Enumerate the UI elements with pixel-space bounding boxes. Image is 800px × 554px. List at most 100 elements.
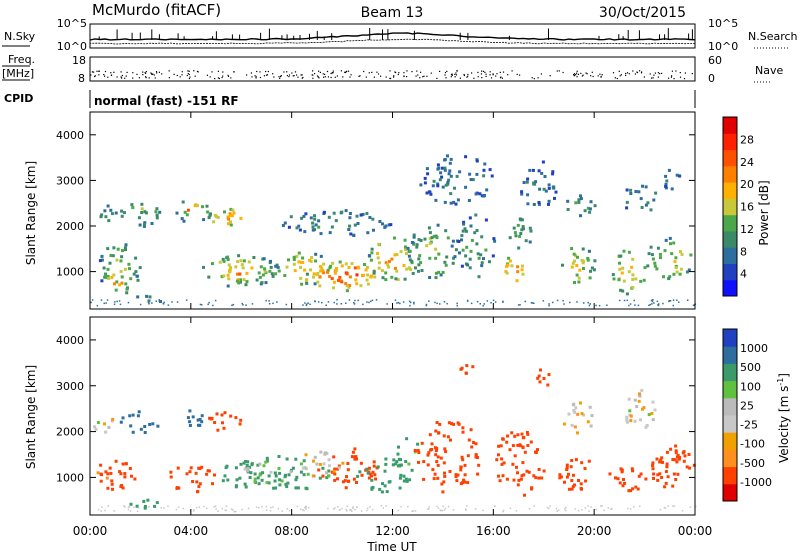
heatmap-cell	[366, 507, 369, 510]
heatmap-cell	[378, 220, 382, 223]
heatmap-cell	[225, 509, 227, 511]
y-tick-label: 2000	[56, 426, 84, 439]
heatmap-cell	[163, 507, 165, 509]
freq-dot	[334, 76, 336, 78]
freq-dot	[394, 71, 396, 73]
heatmap-cell	[685, 465, 689, 469]
freq-panel: Freq. [MHz] 18 8 60 0 Nave	[2, 53, 783, 85]
heatmap-cell	[420, 269, 424, 272]
heatmap-cell	[528, 226, 532, 230]
heatmap-cell	[667, 168, 671, 172]
heatmap-cell	[476, 472, 480, 476]
heatmap-cell	[552, 186, 556, 190]
heatmap-cell	[127, 262, 131, 266]
heatmap-cell	[239, 278, 242, 282]
freq-dot	[103, 74, 105, 76]
heatmap-cell	[350, 455, 354, 459]
freq-dot	[297, 76, 299, 78]
heatmap-cell	[107, 505, 110, 507]
heatmap-cell	[118, 470, 122, 474]
freq-dot	[576, 76, 578, 78]
heatmap-cell	[109, 208, 113, 212]
heatmap-cell	[305, 487, 309, 491]
heatmap-cell	[447, 421, 451, 425]
heatmap-cell	[261, 505, 263, 508]
heatmap-cell	[365, 467, 369, 471]
heatmap-cell	[354, 299, 356, 302]
heatmap-cell	[570, 247, 574, 250]
heatmap-cell	[257, 482, 261, 486]
heatmap-cell	[534, 476, 538, 480]
heatmap-cell	[652, 299, 654, 301]
power-colorbar-frame	[722, 116, 738, 297]
heatmap-cell	[372, 508, 374, 511]
heatmap-cell	[672, 472, 676, 476]
heatmap-cell	[99, 463, 103, 467]
freq-dot	[576, 72, 578, 74]
heatmap-cell	[519, 218, 523, 222]
heatmap-cell	[377, 261, 381, 265]
heatmap-cell	[249, 471, 253, 475]
heatmap-cell	[569, 301, 571, 304]
heatmap-cell	[347, 228, 351, 231]
heatmap-cell	[627, 397, 631, 401]
freq-dot	[254, 75, 256, 77]
freq-dot	[422, 76, 424, 78]
heatmap-cell	[410, 241, 414, 244]
heatmap-cell	[263, 267, 267, 271]
heatmap-cell	[687, 453, 691, 456]
heatmap-cell	[651, 467, 655, 471]
heatmap-cell	[641, 407, 644, 411]
heatmap-cell	[436, 505, 438, 508]
power-colorbar-swatch	[723, 117, 737, 134]
heatmap-cell	[239, 280, 242, 284]
x-tick-label: 08:00	[274, 524, 309, 538]
freq-dot	[636, 71, 638, 73]
heatmap-cell	[563, 422, 566, 426]
heatmap-cell	[106, 267, 110, 271]
freq-dot	[385, 76, 387, 78]
freq-dot	[288, 74, 291, 76]
heatmap-cell	[463, 463, 467, 467]
heatmap-cell	[122, 211, 126, 215]
heatmap-cell	[461, 426, 465, 430]
heatmap-cell	[434, 256, 438, 260]
heatmap-cell	[553, 196, 556, 200]
heatmap-cell	[439, 303, 441, 305]
freq-tick-bottom: 8	[78, 72, 85, 85]
heatmap-cell	[360, 473, 364, 477]
heatmap-cell	[345, 289, 349, 293]
heatmap-cell	[215, 412, 219, 416]
heatmap-cell	[412, 510, 415, 512]
heatmap-cell	[201, 205, 204, 209]
heatmap-cell	[630, 467, 634, 471]
heatmap-cell	[436, 182, 440, 186]
heatmap-cell	[627, 489, 631, 493]
heatmap-cell	[471, 365, 475, 369]
heatmap-cell	[563, 480, 566, 484]
heatmap-cell	[103, 273, 107, 277]
heatmap-cell	[340, 303, 343, 305]
freq-dot	[679, 76, 682, 78]
heatmap-cell	[631, 257, 635, 261]
heatmap-cell	[373, 473, 377, 477]
heatmap-cell	[325, 304, 327, 306]
heatmap-cell	[327, 301, 330, 303]
heatmap-cell	[143, 505, 147, 508]
heatmap-cell	[584, 479, 588, 483]
heatmap-cell	[110, 212, 114, 216]
velocity-colorbar-swatch	[723, 415, 737, 433]
heatmap-cell	[274, 264, 278, 268]
heatmap-cell	[110, 419, 114, 423]
heatmap-cell	[589, 200, 593, 204]
heatmap-cell	[479, 253, 483, 257]
heatmap-cell	[459, 465, 463, 469]
freq-dot	[657, 72, 659, 74]
heatmap-cell	[223, 210, 226, 214]
heatmap-cell	[242, 304, 244, 306]
heatmap-cell	[651, 400, 655, 404]
heatmap-cell	[283, 274, 287, 277]
y-tick-label: 1000	[56, 471, 84, 484]
heatmap-cell	[120, 209, 124, 213]
